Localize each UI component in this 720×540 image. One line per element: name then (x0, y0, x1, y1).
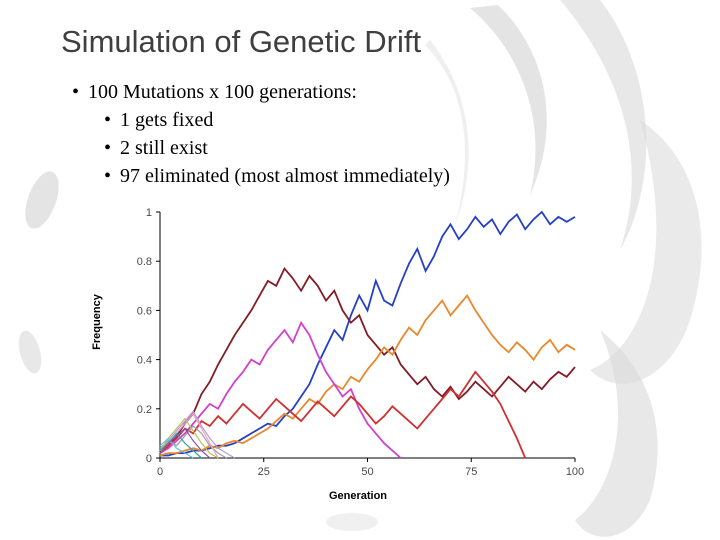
ornament-shape (575, 330, 658, 537)
ornament-shape (25, 171, 59, 229)
x-tick-label: 50 (361, 466, 373, 478)
ornament-shape (560, 0, 647, 250)
ornament-shape (326, 513, 378, 531)
drift-chart-plot: 0 0.2 0.4 0.6 0.8 1 0 25 50 75 100 (137, 207, 584, 478)
bullet-marker: • (104, 165, 112, 187)
x-tick-label: 100 (566, 466, 584, 478)
y-axis-label: Frequency (91, 294, 103, 350)
x-tick-label: 0 (157, 466, 163, 478)
bullet-text: 97 eliminated (most almost immediately) (120, 165, 450, 187)
y-tick-label: 0.2 (137, 404, 152, 416)
y-tick-label: 1 (146, 207, 152, 219)
series-line-magenta-eliminated (159, 320, 402, 459)
series-line-olive-eliminated-early (159, 417, 219, 459)
y-tick-label: 0.4 (137, 355, 152, 367)
y-tick-label: 0.6 (137, 305, 152, 317)
series-line-cyan-eliminated-early (159, 437, 194, 459)
bullet-marker: • (72, 81, 80, 103)
x-axis-label: Generation (328, 490, 388, 502)
series-line-blue-fixed (160, 210, 576, 457)
bullet-item: • 1 gets fixed (0, 106, 680, 134)
bullet-item: • 2 still exist (0, 134, 680, 162)
bullet-marker: • (104, 137, 112, 159)
genetic-drift-chart: 0 0.2 0.4 0.6 0.8 1 0 25 50 75 100 Frequency Gener… (60, 198, 640, 518)
ornament-shape (18, 330, 42, 374)
ornament-shape (470, 5, 547, 195)
x-tick-label: 25 (258, 466, 270, 478)
bullet-text: 2 still exist (120, 137, 208, 159)
y-tick-label: 0.8 (137, 256, 152, 268)
bullet-item: • 97 eliminated (most almost immediately) (0, 162, 680, 190)
series-line-orange-surviving (159, 294, 576, 457)
bullet-list: • 100 Mutations x 100 generations: • 1 get… (0, 78, 680, 190)
series-line-dark-red-surviving (159, 266, 576, 454)
x-tick-label: 75 (465, 466, 477, 478)
y-tick-label: 0 (146, 453, 152, 465)
bullet-item: • 100 Mutations x 100 generations: (0, 78, 680, 106)
bullet-text: 1 gets fixed (120, 109, 214, 131)
bullet-text: 100 Mutations x 100 generations: (88, 81, 357, 103)
bullet-marker: • (104, 109, 112, 131)
series-line-red-eliminated (159, 370, 527, 459)
slide-title: Simulation of Genetic Drift (61, 24, 422, 59)
series-line-lavender-eliminated-early (159, 410, 236, 459)
series-line-purple-eliminated-early (159, 427, 211, 459)
ornament-shape (590, 120, 702, 384)
